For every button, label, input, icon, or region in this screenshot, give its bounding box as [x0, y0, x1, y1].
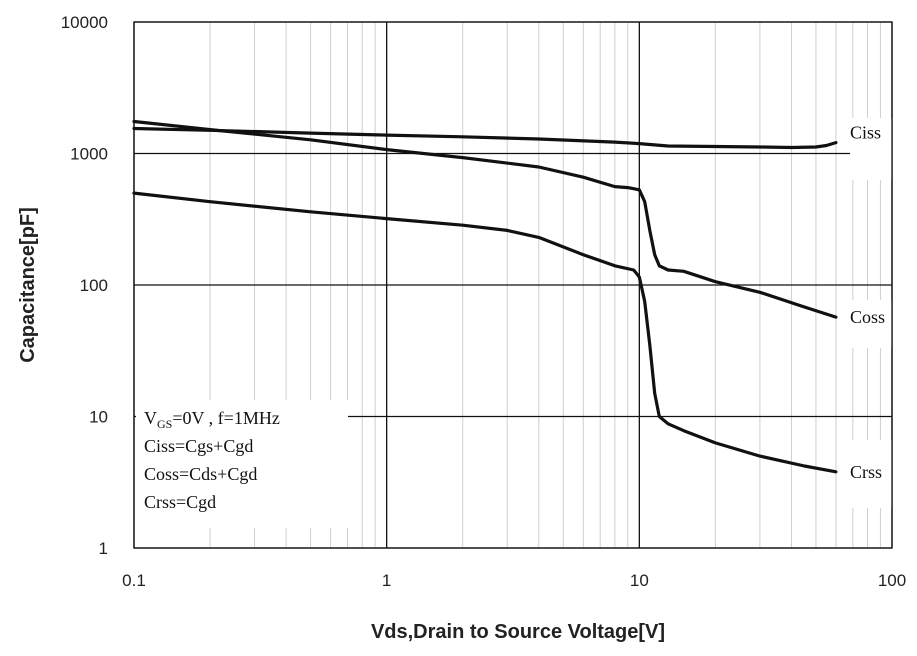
series-label-coss: Coss — [850, 307, 885, 327]
plot-frame — [133, 21, 893, 549]
y-tick-label: 1000 — [70, 145, 108, 164]
x-tick-label: 0.1 — [122, 571, 146, 590]
annotation-line: Ciss=Cgs+Cgd — [144, 436, 253, 456]
series-label-background — [850, 300, 892, 348]
series-line-ciss — [132, 126, 838, 150]
series-label-background — [850, 118, 892, 180]
x-tick-label: 10 — [630, 571, 649, 590]
x-tick-label: 100 — [878, 571, 906, 590]
x-axis-title: Vds,Drain to Source Voltage[V] — [371, 621, 665, 643]
y-tick-label: 100 — [80, 276, 108, 295]
series-line-coss — [132, 119, 838, 319]
annotation-line: VGS=0V , f=1MHz — [144, 408, 280, 431]
series-label-ciss: Ciss — [850, 123, 881, 143]
grid — [133, 21, 893, 549]
y-tick-label: 10 — [89, 408, 108, 427]
series-label-crss: Crss — [850, 462, 882, 482]
y-axis-title: Capacitance[pF] — [17, 207, 39, 363]
annotation-line: Crss=Cgd — [144, 492, 216, 512]
y-tick-label: 10000 — [61, 13, 108, 32]
y-tick-label: 1 — [99, 539, 108, 558]
series-label-background — [850, 440, 892, 508]
annotation-background — [136, 400, 348, 528]
x-tick-label: 1 — [382, 571, 391, 590]
annotation-block: VGS=0V , f=1MHz Ciss=Cgs+Cgd Coss=Cds+Cgd C… — [144, 408, 280, 512]
series-line-crss — [132, 191, 838, 474]
annotation-line: Coss=Cds+Cgd — [144, 464, 257, 484]
